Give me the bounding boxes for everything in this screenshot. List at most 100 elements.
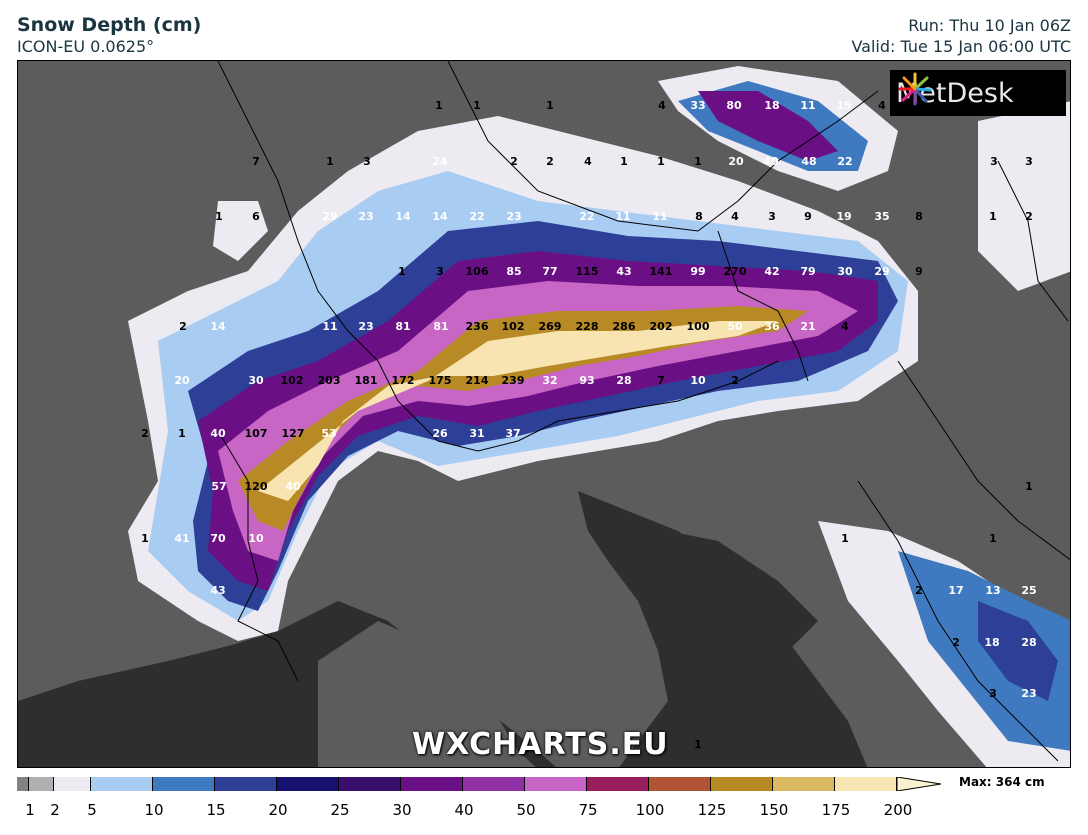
legend-swatch bbox=[17, 777, 29, 791]
snow-depth-value: 4 bbox=[584, 155, 592, 168]
valid-time: Valid: Tue 15 Jan 06:00 UTC bbox=[851, 37, 1071, 56]
snow-depth-value: 80 bbox=[726, 99, 742, 112]
snow-depth-value: 81 bbox=[395, 320, 410, 333]
snow-depth-value: 35 bbox=[874, 210, 889, 223]
snow-depth-value: 20 bbox=[728, 155, 744, 168]
snow-depth-value: 1 bbox=[694, 738, 702, 751]
snow-depth-value: 33 bbox=[690, 99, 705, 112]
snow-depth-value: 30 bbox=[248, 374, 264, 387]
snow-depth-value: 3 bbox=[436, 265, 444, 278]
snow-depth-value: 23 bbox=[358, 210, 373, 223]
snow-depth-value: 127 bbox=[282, 427, 305, 440]
snow-depth-value: 1 bbox=[435, 99, 443, 112]
snow-depth-labels: 1 1 1 4 33 80 18 11 15 47 1 3 24 2 2 4 1 1 1 20 40 48 22 3 31 6 29… bbox=[141, 99, 1036, 751]
snow-depth-value: 2 bbox=[179, 320, 187, 333]
snow-depth-value: 7 bbox=[252, 155, 260, 168]
snow-depth-value: 18 bbox=[984, 636, 999, 649]
snow-depth-value: 19 bbox=[836, 210, 851, 223]
snow-depth-value: 3 bbox=[363, 155, 371, 168]
snow-depth-value: 43 bbox=[616, 265, 631, 278]
snow-depth-value: 270 bbox=[724, 265, 747, 278]
snow-depth-value: 1 bbox=[989, 210, 997, 223]
legend-tick-label: 175 bbox=[821, 801, 851, 819]
legend-tick-label: 40 bbox=[454, 801, 474, 819]
legend-swatch bbox=[525, 777, 587, 791]
chart-title: Snow Depth (cm) bbox=[17, 14, 202, 36]
site-watermark: WXCHARTS.EU bbox=[412, 727, 669, 762]
snow-depth-value: 1 bbox=[657, 155, 665, 168]
snow-depth-value: 23 bbox=[358, 320, 373, 333]
snow-depth-value: 40 bbox=[285, 480, 301, 493]
snow-depth-value: 1 bbox=[398, 265, 406, 278]
snow-depth-value: 1 bbox=[215, 210, 223, 223]
snow-depth-value: 22 bbox=[837, 155, 852, 168]
snow-depth-value: 25 bbox=[1021, 584, 1036, 597]
snow-depth-value: 228 bbox=[576, 320, 599, 333]
snow-depth-value: 3 bbox=[1025, 155, 1033, 168]
snow-depth-value: 2 bbox=[510, 155, 518, 168]
snow-depth-value: 4 bbox=[878, 99, 886, 112]
snow-depth-value: 13 bbox=[985, 584, 1000, 597]
snow-depth-value: 11 bbox=[322, 320, 337, 333]
legend-tick-label: 10 bbox=[144, 801, 164, 819]
snow-depth-value: 28 bbox=[1021, 636, 1036, 649]
snow-depth-value: 81 bbox=[433, 320, 448, 333]
snow-depth-value: 3 bbox=[989, 687, 997, 700]
snow-depth-value: 239 bbox=[502, 374, 525, 387]
snow-depth-value: 99 bbox=[690, 265, 705, 278]
legend-tick-label: 100 bbox=[635, 801, 665, 819]
snow-depth-value: 6 bbox=[252, 210, 260, 223]
snow-depth-value: 269 bbox=[539, 320, 562, 333]
snow-depth-value: 22 bbox=[469, 210, 484, 223]
snow-depth-value: 41 bbox=[174, 532, 189, 545]
snow-depth-value: 15 bbox=[836, 99, 851, 112]
snow-field-deep bbox=[188, 91, 1058, 701]
legend-swatch bbox=[773, 777, 835, 791]
legend-tick-label: 200 bbox=[883, 801, 913, 819]
legend-tick-label: 25 bbox=[330, 801, 350, 819]
snow-depth-value: 23 bbox=[1021, 687, 1036, 700]
snow-depth-value: 40 bbox=[763, 155, 779, 168]
snow-depth-value: 22 bbox=[579, 210, 594, 223]
legend-swatch bbox=[711, 777, 773, 791]
snow-depth-value: 102 bbox=[502, 320, 525, 333]
snow-depth-map[interactable]: 1 1 1 4 33 80 18 11 15 4 7 1 3 24 2 2 4 1 1 1 20 40 48 22 3 3 1 6 29… bbox=[17, 60, 1071, 768]
run-time: Run: Thu 10 Jan 06Z bbox=[908, 16, 1071, 35]
map-canvas: 1 1 1 4 33 80 18 11 15 47 1 3 24 2 2 4 1 1 1 20 40 48 22 3 31 6 29… bbox=[18, 61, 1070, 767]
legend-swatch bbox=[277, 777, 339, 791]
snow-depth-value: 115 bbox=[576, 265, 599, 278]
legend-swatch bbox=[463, 777, 525, 791]
snow-depth-value: 1 bbox=[546, 99, 554, 112]
snow-depth-value: 1 bbox=[326, 155, 334, 168]
snow-depth-value: 10 bbox=[248, 532, 264, 545]
legend-tick-label: 15 bbox=[206, 801, 226, 819]
snow-depth-value: 286 bbox=[613, 320, 636, 333]
snow-depth-value: 31 bbox=[469, 427, 484, 440]
snow-depth-value: 3 bbox=[768, 210, 776, 223]
snow-depth-value: 9 bbox=[915, 265, 923, 278]
snow-depth-value: 214 bbox=[466, 374, 489, 387]
legend-tick-label: 75 bbox=[578, 801, 598, 819]
snow-depth-value: 1 bbox=[694, 155, 702, 168]
snow-depth-value: 2 bbox=[141, 427, 149, 440]
snow-depth-value: 85 bbox=[506, 265, 521, 278]
snow-depth-value: 32 bbox=[542, 374, 557, 387]
snow-depth-value: 7 bbox=[657, 374, 665, 387]
snow-depth-value: 2 bbox=[546, 155, 554, 168]
snow-depth-value: 203 bbox=[318, 374, 341, 387]
snow-depth-value: 21 bbox=[800, 320, 815, 333]
snow-depth-value: 37 bbox=[505, 427, 520, 440]
snow-depth-value: 18 bbox=[764, 99, 779, 112]
snow-depth-value: 181 bbox=[355, 374, 378, 387]
snow-depth-value: 106 bbox=[466, 265, 489, 278]
snow-depth-value: 20 bbox=[174, 374, 190, 387]
legend-tick-label: 5 bbox=[87, 801, 97, 819]
snow-depth-value: 2 bbox=[1025, 210, 1033, 223]
metdesk-logo: MetDesk bbox=[890, 70, 1066, 116]
snow-depth-value: 70 bbox=[210, 532, 226, 545]
snow-depth-value: 42 bbox=[764, 265, 779, 278]
legend-swatch bbox=[215, 777, 277, 791]
model-label: ICON-EU 0.0625° bbox=[17, 37, 155, 56]
legend-swatch bbox=[649, 777, 711, 791]
snow-depth-value: 2 bbox=[731, 374, 739, 387]
